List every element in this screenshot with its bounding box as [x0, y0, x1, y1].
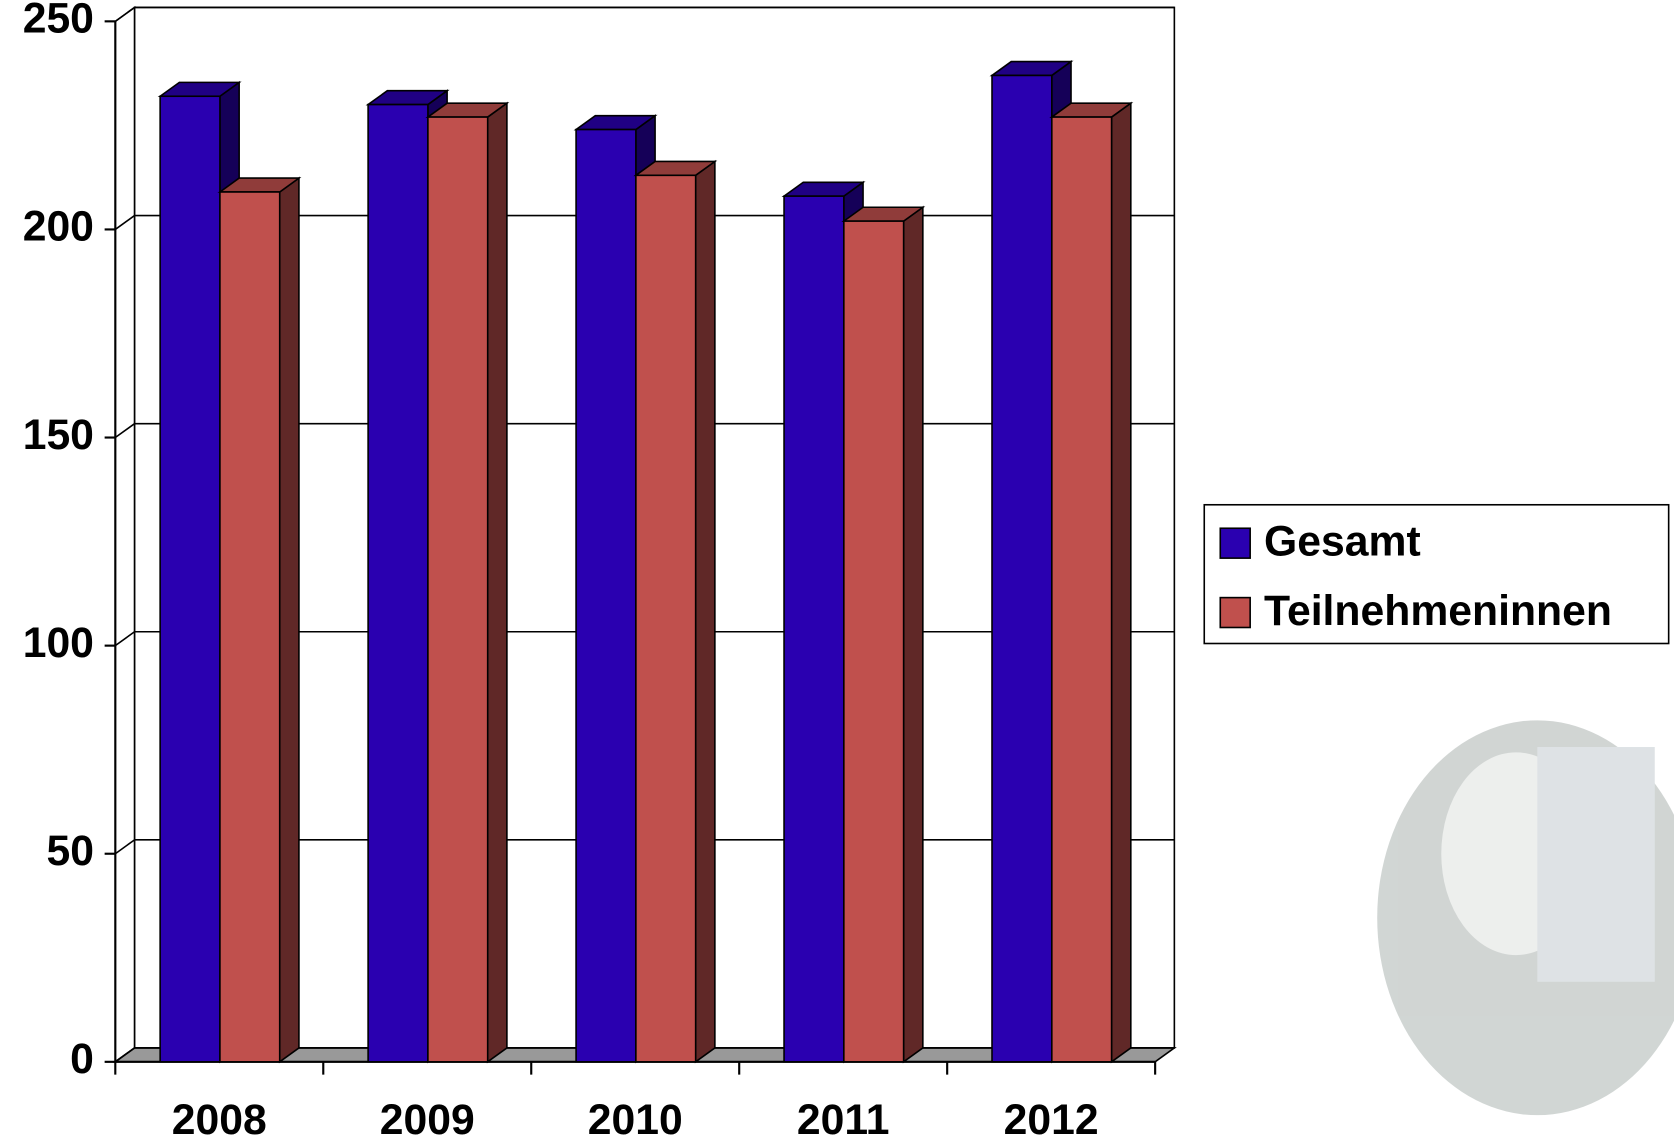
- bar-side: [694, 159, 716, 1064]
- bar-front: [575, 128, 637, 1063]
- y-tick-label: 150: [23, 411, 94, 459]
- x-tick-label: 2009: [380, 1096, 475, 1144]
- bar-side: [278, 176, 300, 1064]
- grid-line-side: [114, 1047, 135, 1063]
- legend-swatch: [1219, 527, 1251, 559]
- bar: [217, 176, 302, 1064]
- grid-line-side: [114, 839, 135, 855]
- y-tick-label: 200: [23, 203, 94, 251]
- bar: [425, 101, 510, 1064]
- y-tick-label: 250: [23, 0, 94, 43]
- bar: [1049, 101, 1134, 1064]
- grid-line-side: [114, 6, 135, 22]
- side-wall: [114, 5, 136, 1064]
- bar-side: [486, 101, 508, 1064]
- portrait-decoration: [1377, 720, 1674, 1116]
- bar-side: [1110, 101, 1132, 1064]
- grid-line-side: [114, 423, 135, 439]
- bar-front: [783, 195, 845, 1063]
- legend-swatch: [1219, 596, 1251, 629]
- x-tick-label: 2010: [588, 1096, 683, 1144]
- bar-front: [991, 74, 1053, 1063]
- bar-side: [902, 205, 924, 1064]
- x-tick-label: 2012: [1004, 1096, 1099, 1144]
- bar-front: [427, 116, 489, 1063]
- bar-front: [1051, 116, 1113, 1063]
- legend-label: Gesamt: [1264, 518, 1421, 566]
- bar-front: [367, 103, 429, 1063]
- y-tick-label: 0: [70, 1035, 94, 1083]
- grid-line-side: [114, 214, 135, 231]
- bar-front: [159, 95, 221, 1063]
- x-tick-label: 2008: [172, 1096, 267, 1144]
- bar: [633, 159, 718, 1064]
- grid-line-side: [114, 631, 135, 647]
- bar-front: [843, 220, 905, 1063]
- bar-front: [219, 191, 281, 1063]
- bar: [841, 205, 926, 1064]
- legend-label: Teilnehmeninnen: [1264, 587, 1612, 635]
- bar-front: [635, 174, 697, 1063]
- x-tick-label: 2011: [797, 1096, 890, 1144]
- y-tick-label: 50: [46, 827, 93, 875]
- y-tick-label: 100: [23, 619, 94, 667]
- legend-box: [1203, 503, 1670, 645]
- legend: Gesamt Teilnehmeninnen: [1203, 503, 1670, 645]
